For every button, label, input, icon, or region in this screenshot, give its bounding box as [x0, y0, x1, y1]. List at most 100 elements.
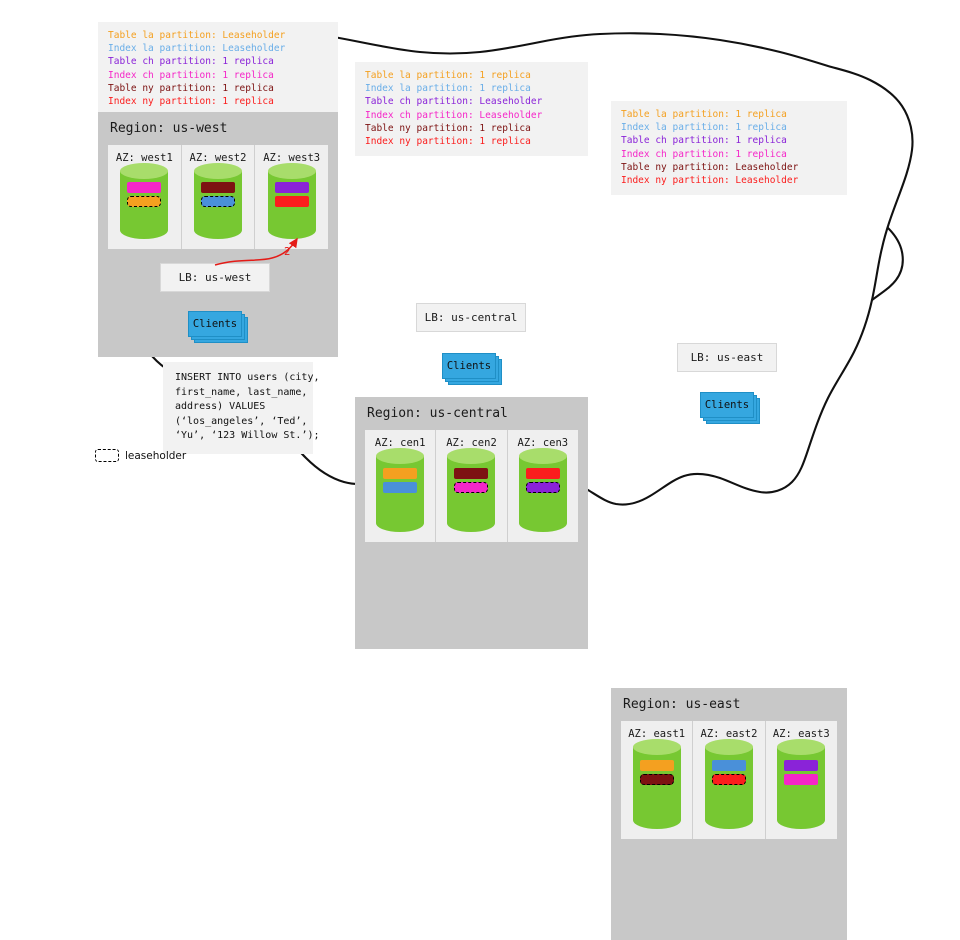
- az-label: AZ: cen2: [446, 437, 497, 449]
- replica-bar: [454, 468, 489, 479]
- cylinder-top-ellipse: [447, 448, 496, 464]
- az-label: AZ: west2: [189, 152, 247, 164]
- az-label: AZ: cen1: [374, 437, 426, 449]
- partition-info-line: Table ny partition: 1 replica: [365, 122, 531, 134]
- node-cylinder: [704, 739, 753, 829]
- replica-bars: [447, 468, 495, 493]
- replica-bar: [383, 468, 418, 479]
- replica-bar: [784, 774, 819, 785]
- az-cell-west1: AZ: west1: [108, 145, 181, 249]
- replica-bar-leaseholder: [201, 196, 235, 207]
- partition-info-line: Table ny partition: 1 replica: [108, 82, 274, 94]
- replica-bars: [376, 468, 424, 493]
- node-cylinder: [447, 448, 496, 532]
- cylinder-body: [704, 739, 753, 829]
- cylinder-top-ellipse: [777, 739, 826, 755]
- clients-label: Clients: [192, 318, 238, 330]
- partition-info-line: Index ch partition: 1 replica: [621, 148, 787, 160]
- sql-statement-box: INSERT INTO users (city, first_name, last…: [163, 362, 320, 454]
- az-cell-west3: AZ: west3: [254, 145, 328, 249]
- partition-info-line: Index ny partition: Leaseholder: [621, 175, 799, 187]
- az-strip-us-central: AZ: cen1 AZ: cen2 AZ: cen3: [365, 430, 578, 542]
- node-cylinder: [194, 163, 242, 239]
- cylinder-body: [267, 163, 316, 239]
- node-cylinder: [777, 739, 826, 829]
- replica-bar-leaseholder: [525, 482, 560, 493]
- cylinder-body: [447, 448, 496, 532]
- replica-bars: [705, 760, 753, 785]
- replica-bars: [519, 468, 567, 493]
- replica-bar: [274, 196, 309, 207]
- partition-info-line: Index ch partition: Leaseholder: [365, 109, 543, 121]
- replica-bar: [525, 468, 560, 479]
- node-cylinder: [120, 163, 169, 239]
- az-cell-east1: AZ: east1: [621, 721, 692, 839]
- load-balancer-us-east[interactable]: LB: us-east: [677, 343, 777, 372]
- node-cylinder: [632, 739, 681, 829]
- diagram-stage: Table la partition: Leaseholder Index la …: [95, 22, 914, 940]
- sql-line: (‘los_angeles’, ‘Ted’,: [175, 415, 308, 427]
- clients-stack-us-east[interactable]: Clients: [700, 392, 760, 424]
- clients-label: Clients: [704, 399, 750, 411]
- cylinder-body: [632, 739, 681, 829]
- legend: leaseholder: [95, 449, 186, 462]
- partition-info-line: Table ny partition: Leaseholder: [621, 161, 799, 173]
- replica-bars: [268, 182, 316, 207]
- replica-bar: [383, 482, 418, 493]
- partition-info-line: Table ch partition: 1 replica: [621, 135, 787, 147]
- region-panel-us-central: Region: us-central AZ: cen1 AZ: cen2 AZ: ce…: [355, 397, 588, 649]
- replica-bar-leaseholder: [454, 482, 489, 493]
- partition-info-line: Index ny partition: 1 replica: [108, 96, 274, 108]
- clients-sheet: [188, 311, 242, 337]
- node-cylinder: [376, 448, 425, 532]
- az-cell-cen2: AZ: cen2: [435, 430, 506, 542]
- load-balancer-us-west[interactable]: LB: us-west: [160, 263, 270, 292]
- clients-label: Clients: [446, 360, 492, 372]
- partition-info-line: Table ch partition: 1 replica: [108, 56, 274, 68]
- clients-sheet: [442, 353, 496, 379]
- partition-info-line: Index la partition: 1 replica: [365, 83, 531, 95]
- clients-sheet: [700, 392, 754, 418]
- replica-bar: [127, 182, 162, 193]
- replica-bar-leaseholder: [711, 774, 746, 785]
- az-label: AZ: west1: [115, 152, 173, 164]
- replica-bar: [639, 760, 674, 771]
- az-strip-us-west: AZ: west1 AZ: west2 AZ: west3: [108, 145, 328, 249]
- sql-line: ‘Yu’, ‘123 Willow St.’);: [175, 430, 320, 441]
- partition-info-line: Table la partition: 1 replica: [365, 70, 531, 81]
- cylinder-top-ellipse: [632, 739, 681, 755]
- az-label: AZ: west3: [263, 152, 321, 164]
- replica-bars: [777, 760, 825, 785]
- region-title-us-west: Region: us-west: [110, 121, 228, 136]
- az-cell-east3: AZ: east3: [764, 721, 837, 839]
- node-cylinder: [267, 163, 316, 239]
- replica-bars: [194, 182, 242, 207]
- cylinder-body: [777, 739, 826, 829]
- cylinder-body: [518, 448, 567, 532]
- region-panel-us-east: Region: us-east AZ: east1 AZ: east2 AZ: eas…: [611, 688, 847, 940]
- sql-line: first_name, last_name,: [175, 386, 308, 398]
- regions-host: Table la partition: Leaseholder Index la …: [98, 22, 847, 940]
- partition-info-us-west: Table la partition: Leaseholder Index la …: [98, 22, 338, 117]
- region-panel-us-west: Region: us-west AZ: west1 AZ: west2 AZ: wes…: [98, 112, 338, 357]
- replica-bar: [274, 182, 309, 193]
- az-cell-east2: AZ: east2: [692, 721, 764, 839]
- partition-info-us-central: Table la partition: 1 replica Index la pa…: [355, 62, 588, 157]
- clients-stack-us-west[interactable]: Clients: [188, 311, 248, 343]
- az-label: AZ: cen3: [517, 437, 569, 449]
- az-strip-us-east: AZ: east1 AZ: east2 AZ: east3: [621, 721, 837, 839]
- clients-stack-us-central[interactable]: Clients: [442, 353, 502, 385]
- replica-bar: [711, 760, 746, 771]
- az-cell-west2: AZ: west2: [180, 145, 255, 249]
- partition-info-line: Table la partition: Leaseholder: [108, 30, 286, 41]
- partition-info-line: Index la partition: 1 replica: [621, 122, 787, 134]
- region-title-us-east: Region: us-east: [623, 697, 741, 712]
- partition-info-line: Index ch partition: 1 replica: [108, 69, 274, 81]
- region-title-us-central: Region: us-central: [367, 406, 508, 421]
- partition-info-line: Table ch partition: Leaseholder: [365, 96, 543, 108]
- cylinder-top-ellipse: [194, 163, 242, 179]
- az-cell-cen3: AZ: cen3: [506, 430, 578, 542]
- cylinder-top-ellipse: [376, 448, 425, 464]
- replica-bar-leaseholder: [639, 774, 674, 785]
- load-balancer-us-central[interactable]: LB: us-central: [416, 303, 526, 332]
